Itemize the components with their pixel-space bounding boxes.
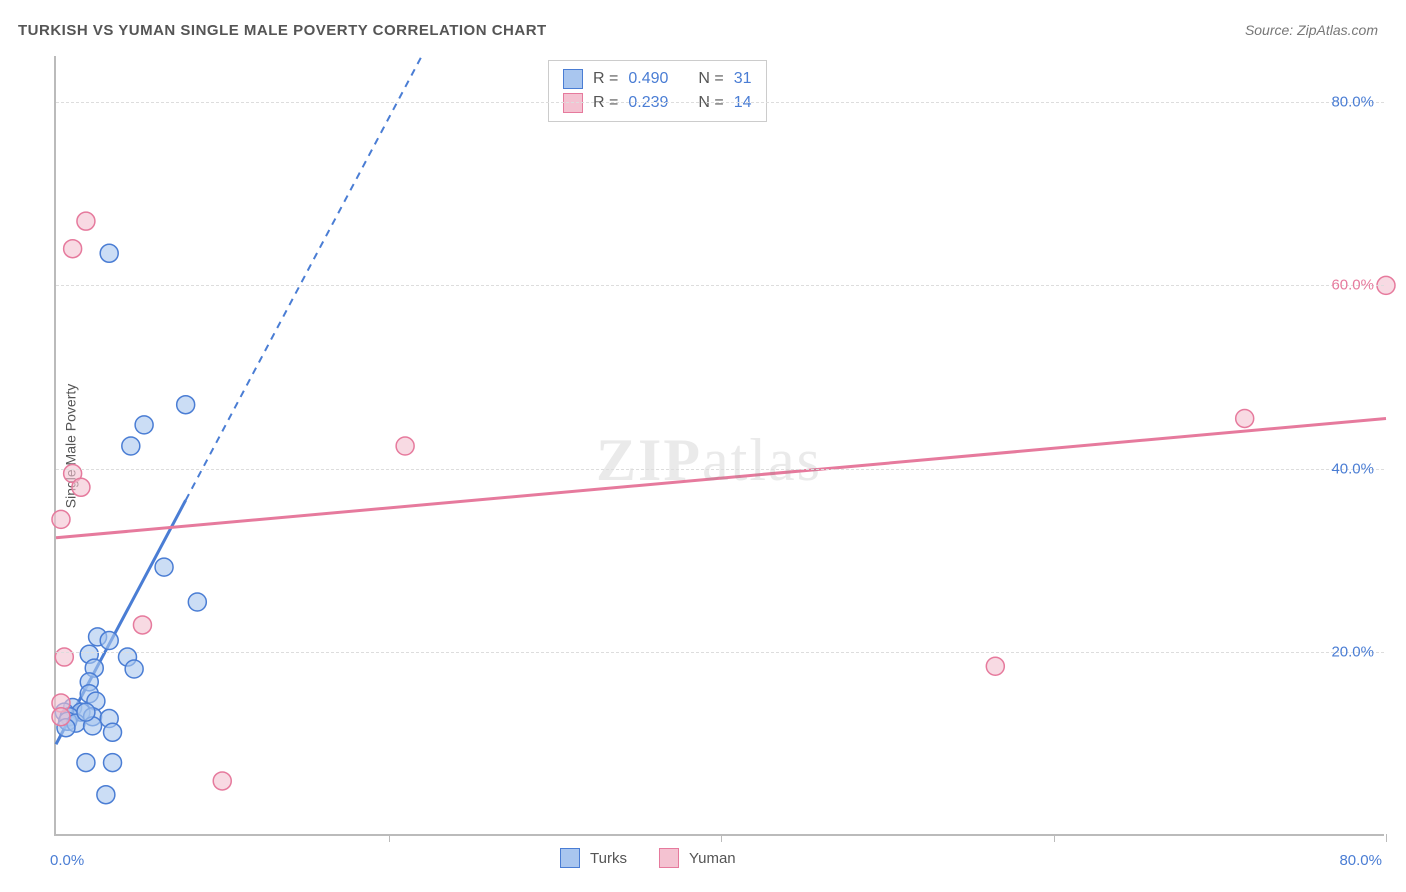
scatter-point (72, 478, 90, 496)
scatter-point (155, 558, 173, 576)
scatter-point (77, 212, 95, 230)
scatter-point (188, 593, 206, 611)
scatter-point (52, 510, 70, 528)
trend-line-solid (56, 418, 1386, 537)
r-value: 0.239 (628, 94, 668, 112)
n-label: N = (698, 70, 723, 88)
x-tick (1386, 834, 1387, 842)
scatter-point (1236, 409, 1254, 427)
scatter-point (64, 240, 82, 258)
scatter-point (52, 708, 70, 726)
n-value: 31 (734, 70, 752, 88)
x-tick (721, 834, 722, 842)
legend-row-turks: R = 0.490 N = 31 (563, 67, 752, 91)
swatch-yuman (563, 93, 583, 113)
r-label: R = (593, 70, 618, 88)
scatter-point (213, 772, 231, 790)
swatch-turks (563, 69, 583, 89)
scatter-point (122, 437, 140, 455)
x-axis-max-label: 80.0% (1339, 852, 1382, 869)
swatch-yuman-bottom (659, 848, 679, 868)
scatter-svg (56, 56, 1384, 834)
scatter-point (97, 786, 115, 804)
x-axis-min-label: 0.0% (50, 852, 84, 869)
scatter-point (396, 437, 414, 455)
trend-line-dashed (186, 56, 422, 500)
scatter-point (125, 660, 143, 678)
scatter-point (986, 657, 1004, 675)
y-tick-label: 40.0% (1331, 460, 1374, 477)
legend-row-yuman: R = 0.239 N = 14 (563, 91, 752, 115)
scatter-point (55, 648, 73, 666)
chart-title: TURKISH VS YUMAN SINGLE MALE POVERTY COR… (18, 22, 547, 39)
gridline (56, 285, 1384, 286)
x-tick (389, 834, 390, 842)
scatter-point (100, 632, 118, 650)
scatter-point (135, 416, 153, 434)
legend-label-yuman: Yuman (689, 850, 736, 867)
x-tick (1054, 834, 1055, 842)
n-label: N = (698, 94, 723, 112)
legend-correlation: R = 0.490 N = 31 R = 0.239 N = 14 (548, 60, 767, 122)
scatter-point (77, 754, 95, 772)
scatter-point (104, 754, 122, 772)
legend-label-turks: Turks (590, 850, 627, 867)
scatter-point (133, 616, 151, 634)
y-tick-label: 80.0% (1331, 93, 1374, 110)
gridline (56, 102, 1384, 103)
scatter-point (77, 703, 95, 721)
scatter-point (104, 723, 122, 741)
r-label: R = (593, 94, 618, 112)
gridline (56, 469, 1384, 470)
scatter-point (100, 244, 118, 262)
y-tick-label: 60.0% (1331, 277, 1374, 294)
r-value: 0.490 (628, 70, 668, 88)
legend-series: Turks Yuman (560, 848, 736, 868)
scatter-point (177, 396, 195, 414)
gridline (56, 652, 1384, 653)
source-label: Source: ZipAtlas.com (1245, 22, 1378, 38)
swatch-turks-bottom (560, 848, 580, 868)
y-tick-label: 20.0% (1331, 644, 1374, 661)
n-value: 14 (734, 94, 752, 112)
plot-area: ZIPatlas R = 0.490 N = 31 R = 0.239 N = … (54, 56, 1384, 836)
